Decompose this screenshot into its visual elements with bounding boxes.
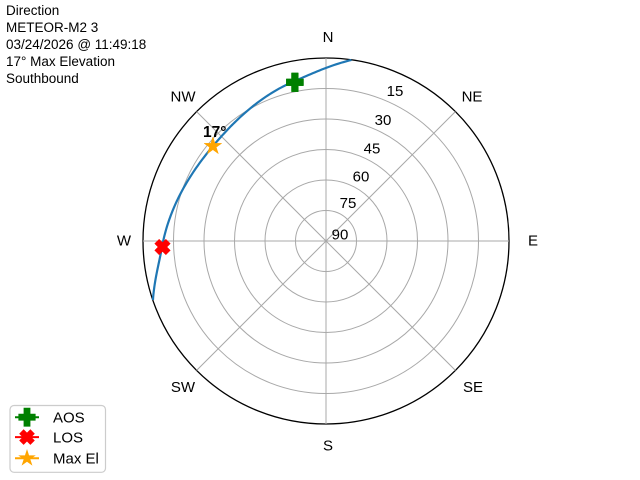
svg-text:LOS: LOS	[53, 429, 83, 446]
svg-text:SE: SE	[463, 379, 483, 396]
svg-text:NW: NW	[171, 89, 197, 106]
svg-text:SW: SW	[171, 379, 196, 396]
svg-text:45: 45	[364, 141, 381, 158]
svg-text:17°: 17°	[203, 124, 226, 141]
svg-text:75: 75	[340, 195, 357, 212]
svg-text:AOS: AOS	[53, 410, 85, 427]
svg-text:E: E	[528, 233, 538, 250]
svg-text:15: 15	[387, 83, 404, 100]
svg-text:NE: NE	[462, 89, 483, 106]
svg-text:W: W	[117, 233, 132, 250]
svg-text:N: N	[323, 29, 334, 46]
svg-text:Max El: Max El	[53, 451, 99, 468]
svg-text:S: S	[323, 438, 333, 455]
svg-text:60: 60	[353, 169, 370, 186]
svg-text:30: 30	[375, 112, 392, 129]
svg-text:90: 90	[332, 227, 349, 244]
